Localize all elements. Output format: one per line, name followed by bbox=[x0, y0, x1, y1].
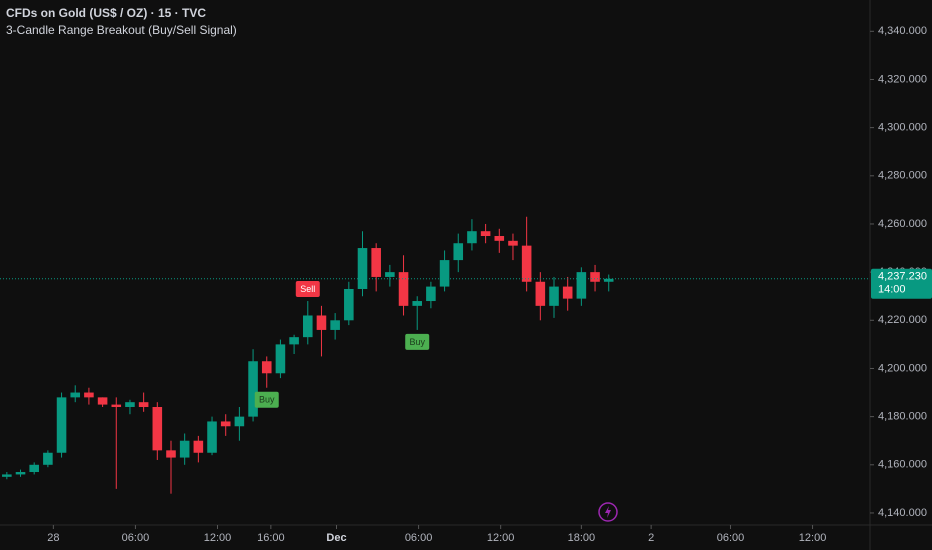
replay-icon[interactable] bbox=[598, 502, 618, 522]
candle-body bbox=[426, 286, 436, 302]
candle-body bbox=[84, 392, 94, 398]
candle-body bbox=[289, 337, 299, 345]
candle-body bbox=[562, 286, 573, 299]
x-tick-label: 06:00 bbox=[122, 532, 150, 544]
x-tick-label: 18:00 bbox=[568, 532, 596, 544]
y-tick-label: 4,200.000 bbox=[878, 362, 927, 374]
chart-title: CFDs on Gold (US$ / OZ) · 15 · TVC bbox=[6, 6, 206, 20]
candle-body bbox=[261, 361, 272, 374]
candle-body bbox=[125, 402, 135, 407]
last-price-box bbox=[871, 268, 932, 299]
candle-body bbox=[207, 421, 217, 453]
y-tick-label: 4,180.000 bbox=[878, 411, 927, 423]
candle-body bbox=[371, 248, 381, 277]
y-tick-label: 4,260.000 bbox=[878, 218, 927, 230]
candle-body bbox=[316, 315, 327, 330]
candle-body bbox=[97, 397, 108, 405]
y-tick-label: 4,160.000 bbox=[878, 459, 927, 471]
signal-label-box bbox=[405, 333, 430, 350]
candle-body bbox=[138, 402, 149, 407]
signal-label: Buy bbox=[409, 337, 425, 347]
candle-body bbox=[56, 397, 67, 453]
y-tick-label: 4,320.000 bbox=[878, 73, 927, 85]
countdown: 14:00 bbox=[878, 284, 906, 296]
y-tick-label: 4,300.000 bbox=[878, 122, 927, 134]
x-tick-label: 12:00 bbox=[799, 532, 827, 544]
y-tick-label: 4,280.000 bbox=[878, 170, 927, 182]
signal-label: Sell bbox=[300, 284, 315, 294]
signal-label-box bbox=[254, 391, 279, 408]
candle-body bbox=[29, 464, 39, 473]
candle-body bbox=[480, 231, 491, 237]
y-tick-label: 4,220.000 bbox=[878, 314, 927, 326]
candle-body bbox=[357, 248, 368, 289]
signal-label: Buy bbox=[259, 395, 275, 405]
signal-label-box bbox=[295, 281, 320, 298]
indicator-name: 3-Candle Range Breakout (Buy/Sell Signal… bbox=[6, 23, 237, 37]
candle-body bbox=[248, 361, 258, 417]
x-tick-label: 12:00 bbox=[487, 532, 515, 544]
candle-body bbox=[467, 231, 477, 244]
candle-body bbox=[439, 260, 450, 287]
candle-body bbox=[220, 421, 231, 427]
candle-body bbox=[508, 240, 518, 246]
candle-body bbox=[535, 281, 546, 306]
candle-body bbox=[549, 286, 559, 306]
candle-body bbox=[385, 272, 395, 277]
candle-body bbox=[398, 272, 409, 306]
x-tick-label: Dec bbox=[326, 532, 346, 544]
y-tick-label: 4,340.000 bbox=[878, 25, 927, 37]
candle-body bbox=[275, 344, 286, 374]
icon-circle[interactable] bbox=[598, 502, 618, 522]
candle-body bbox=[494, 236, 505, 241]
candle-body bbox=[453, 243, 464, 261]
candle-body bbox=[152, 406, 163, 451]
x-tick-label: 06:00 bbox=[405, 532, 433, 544]
candle-body bbox=[576, 272, 587, 299]
candle-body bbox=[111, 404, 122, 407]
candle-body bbox=[179, 440, 190, 458]
candle-body bbox=[234, 416, 245, 427]
candle-body bbox=[15, 472, 26, 475]
x-tick-label: 28 bbox=[47, 532, 59, 544]
candle-body bbox=[193, 440, 204, 453]
candle-body bbox=[166, 450, 176, 458]
candle-body bbox=[2, 474, 12, 477]
x-tick-label: 12:00 bbox=[204, 532, 232, 544]
icon-bolt[interactable] bbox=[605, 506, 611, 518]
x-tick-label: 06:00 bbox=[717, 532, 745, 544]
last-price-label: 4,237.230 bbox=[878, 271, 927, 283]
candle-body bbox=[330, 320, 340, 330]
x-tick-label: 16:00 bbox=[257, 532, 285, 544]
y-tick-label: 4,140.000 bbox=[878, 507, 927, 519]
candle-body bbox=[521, 245, 532, 282]
candle-body bbox=[412, 301, 423, 306]
candle-body bbox=[70, 392, 81, 398]
candle-body bbox=[43, 452, 53, 465]
x-tick-label: 2 bbox=[648, 532, 654, 544]
candle-body bbox=[603, 278, 614, 282]
candle-body bbox=[590, 272, 600, 282]
candle-body bbox=[344, 288, 354, 321]
candle-body bbox=[302, 315, 313, 338]
